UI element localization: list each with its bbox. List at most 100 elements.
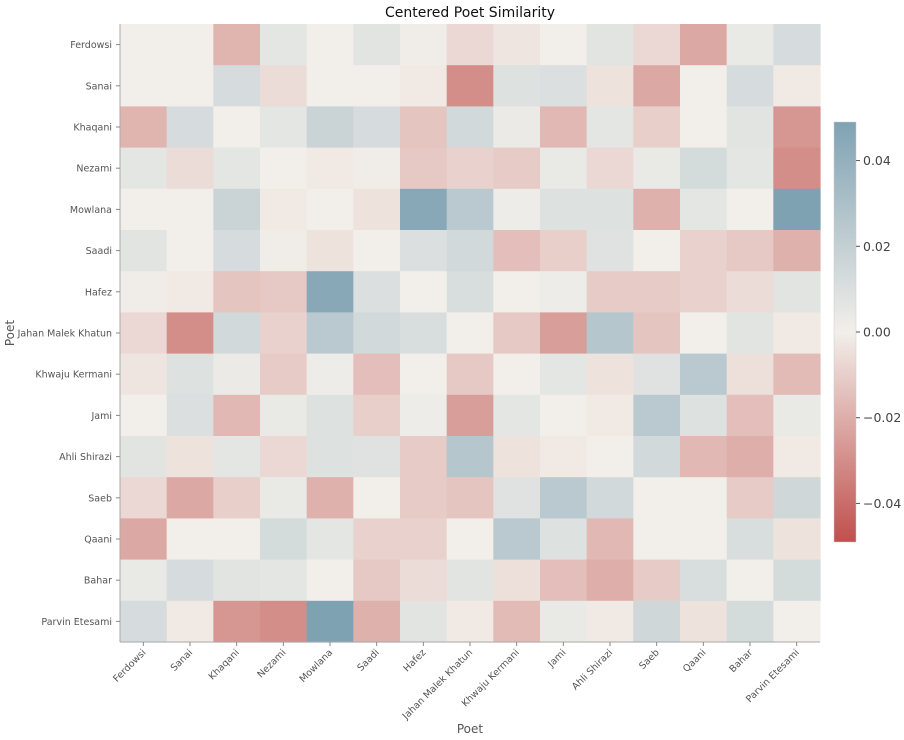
heatmap-cell: [400, 477, 448, 519]
heatmap-cell: [353, 477, 401, 519]
heatmap-cell: [260, 147, 308, 190]
chart-title: Centered Poet Similarity: [385, 5, 555, 21]
heatmap-cell: [446, 436, 494, 478]
heatmap-cell: [586, 600, 634, 643]
x-tick-label: Nezami: [255, 647, 288, 680]
heatmap-cell: [306, 353, 354, 396]
colorbar-tick-label: 0.00: [863, 325, 891, 340]
heatmap-cell: [773, 312, 821, 355]
heatmap-cell: [773, 188, 821, 231]
heatmap-cell: [540, 394, 588, 437]
heatmap-cell: [726, 24, 774, 66]
heatmap-cell: [633, 65, 681, 107]
heatmap-cell: [680, 477, 728, 519]
heatmap-cell: [633, 394, 681, 437]
heatmap-cell: [120, 312, 168, 355]
heatmap-cell: [166, 312, 214, 355]
heatmap-cell: [633, 106, 681, 149]
heatmap-cell: [493, 312, 541, 355]
heatmap-cell: [493, 106, 541, 149]
heatmap-cell: [400, 24, 448, 66]
x-tick-label: Sanai: [169, 647, 195, 673]
heatmap-cell: [213, 230, 261, 272]
heatmap-cell: [120, 600, 168, 643]
heatmap-cell: [400, 65, 448, 107]
heatmap-cell: [120, 559, 168, 602]
y-tick-label: Jahan Malek Khatun: [17, 329, 112, 340]
heatmap-cell: [306, 271, 354, 313]
heatmap-cell: [540, 312, 588, 355]
heatmap-cell: [213, 106, 261, 149]
heatmap-cell: [166, 230, 214, 272]
heatmap-cell: [260, 106, 308, 149]
heatmap-cell: [773, 477, 821, 519]
heatmap-cell: [213, 600, 261, 643]
heatmap-cell: [540, 600, 588, 643]
heatmap-cell: [120, 24, 168, 66]
heatmap-cell: [260, 312, 308, 355]
heatmap-cell: [446, 518, 494, 561]
heatmap-cell: [633, 518, 681, 561]
colorbar-tick-label: −0.02: [863, 410, 901, 425]
heatmap-cell: [306, 312, 354, 355]
heatmap-cell: [726, 477, 774, 519]
heatmap-cell: [540, 24, 588, 66]
y-tick-label: Bahar: [84, 576, 112, 587]
heatmap-cell: [306, 106, 354, 149]
heatmap-cell: [166, 353, 214, 396]
heatmap-cell: [306, 559, 354, 602]
heatmap-cell: [213, 147, 261, 190]
heatmap-cell: [493, 24, 541, 66]
heatmap-cell: [633, 188, 681, 231]
heatmap-cell: [773, 147, 821, 190]
x-tick-label: Ahli Shirazi: [570, 647, 615, 692]
heatmap-cell: [260, 559, 308, 602]
heatmap-cell: [400, 230, 448, 272]
x-tick-label: Hafez: [401, 647, 428, 674]
heatmap-cell: [353, 271, 401, 313]
x-tick-label: Saeb: [637, 647, 662, 672]
heatmap-cell: [586, 353, 634, 396]
heatmap-cell: [260, 24, 308, 66]
heatmap-cell: [353, 312, 401, 355]
heatmap-cell: [306, 65, 354, 107]
y-tick-label: Qaani: [84, 535, 112, 546]
heatmap-cell: [540, 230, 588, 272]
y-tick-label: Nezami: [76, 164, 112, 175]
heatmap-cell: [586, 24, 634, 66]
heatmap-cell: [680, 106, 728, 149]
y-axis-label: Poet: [3, 320, 17, 347]
heatmap-cell: [493, 188, 541, 231]
heatmap-cell: [633, 24, 681, 66]
heatmap-cell: [400, 106, 448, 149]
heatmap-cell: [493, 600, 541, 643]
heatmap-cell: [166, 518, 214, 561]
heatmap-cell: [306, 394, 354, 437]
heatmap-cell: [353, 353, 401, 396]
heatmap-cell: [726, 106, 774, 149]
heatmap-cell: [773, 518, 821, 561]
heatmap-cell: [400, 147, 448, 190]
heatmap-cell: [773, 600, 821, 643]
heatmap-cell: [260, 65, 308, 107]
heatmap-cell: [540, 188, 588, 231]
heatmap-cell: [633, 600, 681, 643]
heatmap-cell: [680, 65, 728, 107]
heatmap-cell: [493, 394, 541, 437]
heatmap-cell: [680, 353, 728, 396]
heatmap-cell: [446, 147, 494, 190]
heatmap-cell: [446, 559, 494, 602]
heatmap-cell: [726, 353, 774, 396]
heatmap-cell: [260, 188, 308, 231]
heatmap-cell: [120, 106, 168, 149]
heatmap-cell: [213, 312, 261, 355]
heatmap-cell: [213, 477, 261, 519]
heatmap-cell: [446, 106, 494, 149]
x-tick-labels: Ferdowsi Sanai Khaqani Nezami Mowlana Saadi Ha…: [111, 642, 802, 723]
heatmap-cell: [680, 559, 728, 602]
heatmap-cell: [166, 477, 214, 519]
heatmap-cell: [680, 188, 728, 231]
heatmap-cell: [586, 559, 634, 602]
heatmap-cell: [166, 24, 214, 66]
x-tick-label: Jami: [545, 647, 568, 670]
